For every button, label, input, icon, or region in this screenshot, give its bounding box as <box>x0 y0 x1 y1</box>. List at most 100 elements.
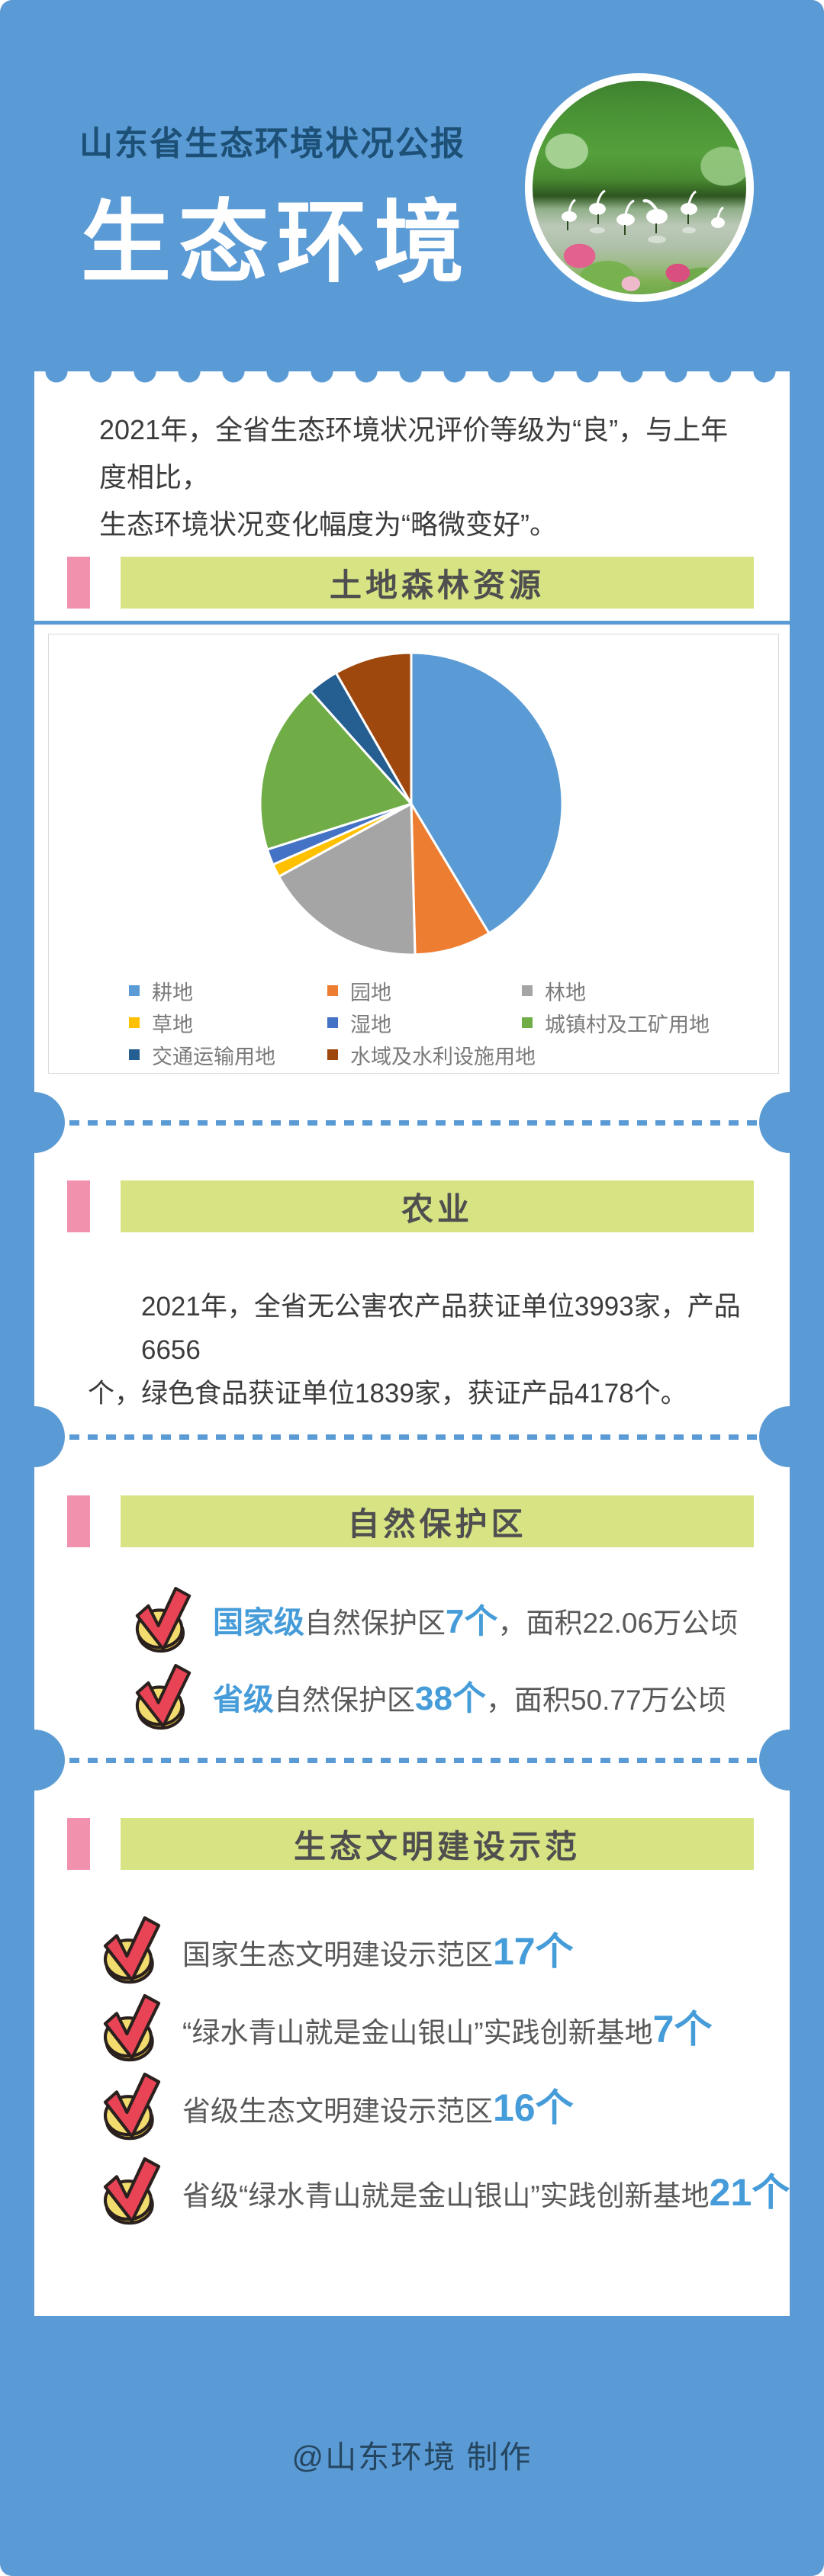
egret-birds-illustration <box>562 189 725 243</box>
section-header-agriculture: 农业 <box>34 1180 790 1232</box>
legend-item: 林地 <box>522 976 771 1005</box>
legend-swatch <box>129 1049 140 1060</box>
section-banner: 自然保护区 <box>121 1495 754 1547</box>
section-title-eco: 生态文明建设示范 <box>293 1829 581 1865</box>
legend-item: 水域及水利设施用地 <box>327 1040 536 1069</box>
eco-demo-text: 省级“绿水青山就是金山银山”实践创新基地 21个 <box>182 2162 790 2217</box>
area-label: ，面积22.06万公顷 <box>497 1608 739 1639</box>
accent-bar <box>67 557 90 609</box>
section-title-nature: 自然保护区 <box>347 1507 527 1543</box>
intro-paragraph: 2021年，全省生态环境状况评价等级为“良”，与上年度相比， 生态环境状况变化幅… <box>99 406 740 548</box>
agriculture-paragraph: 2021年，全省无公害农产品获证单位3993家，产品6656 个，绿色食品获证单… <box>88 1285 759 1415</box>
count-value: 21个 <box>709 2171 790 2214</box>
pie-slice-水域及水利设施用地 <box>334 651 413 805</box>
level-label: 省级 <box>213 1683 274 1717</box>
pie-legend: 耕地 园地 林地 草地 湿地 城镇村及工矿用地 交通运输用地 水域及水利设施用地 <box>129 976 771 1069</box>
check-icon <box>103 2157 161 2225</box>
nature-reserve-item: 国家级 自然保护区 7个 ，面积22.06万公顷 <box>134 1580 738 1656</box>
count-value: 7个 <box>446 1603 498 1640</box>
mid-label: 自然保护区 <box>304 1608 446 1639</box>
legend-item: 城镇村及工矿用地 <box>522 1008 771 1037</box>
legend-label: 耕地 <box>152 981 193 1004</box>
count-value: 7个 <box>652 2008 713 2051</box>
pie-slice-耕地 <box>410 651 564 935</box>
legend-swatch <box>327 1017 338 1028</box>
eco-demo-item: 省级生态文明建设示范区 16个 <box>101 2067 574 2143</box>
legend-swatch <box>129 1017 140 1028</box>
level-label: 国家级 <box>213 1606 304 1640</box>
legend-swatch <box>327 1049 338 1060</box>
section-title-land: 土地森林资源 <box>329 568 545 604</box>
check-icon <box>135 1663 192 1730</box>
check-icon <box>135 1586 192 1653</box>
demo-label: 国家生态文明建设示范区 <box>182 1939 493 1971</box>
perforation-circle-left <box>4 1406 65 1467</box>
legend-swatch <box>327 985 338 996</box>
legend-swatch <box>129 985 140 996</box>
legend-label: 草地 <box>152 1013 193 1036</box>
legend-swatch <box>522 1017 533 1028</box>
land-use-pie-svg <box>259 651 564 956</box>
legend-label: 水域及水利设施用地 <box>350 1045 536 1068</box>
chart-box: 耕地 园地 林地 草地 湿地 城镇村及工矿用地 交通运输用地 水域及水利设施用地 <box>48 634 779 1074</box>
eco-demo-item: 省级“绿水青山就是金山银山”实践创新基地 21个 <box>101 2151 790 2228</box>
header-photo <box>525 73 754 302</box>
accent-bar <box>67 1818 90 1870</box>
eco-demo-text: 国家生态文明建设示范区 17个 <box>182 1921 574 1976</box>
eco-demo-item: 国家生态文明建设示范区 17个 <box>101 1910 574 1987</box>
intro-line: 2021年，全省生态环境状况评价等级为“良”，与上年度相比， <box>99 414 729 493</box>
pie-slice-园地 <box>410 802 491 956</box>
section-header-land: 土地森林资源 <box>34 557 790 609</box>
count-value: 16个 <box>493 2086 574 2129</box>
page-title: 生态环境 <box>81 193 472 294</box>
section-title-agriculture: 农业 <box>401 1192 473 1228</box>
separator <box>4 1092 820 1153</box>
legend-item: 耕地 <box>129 976 327 1005</box>
eco-demo-text: 省级生态文明建设示范区 16个 <box>182 2077 574 2132</box>
nature-reserve-item: 省级 自然保护区 38个 ，面积50.77万公顷 <box>134 1657 726 1733</box>
section-header-nature: 自然保护区 <box>34 1495 790 1547</box>
section-banner: 农业 <box>121 1180 754 1232</box>
legend-item: 湿地 <box>327 1008 522 1037</box>
section-header-eco: 生态文明建设示范 <box>34 1818 790 1870</box>
accent-bar <box>67 1495 90 1547</box>
legend-item: 园地 <box>327 976 522 1005</box>
accent-bar <box>67 1180 90 1232</box>
separator <box>4 1406 820 1467</box>
count-value: 38个 <box>415 1680 486 1717</box>
demo-label: 省级“绿水青山就是金山银山”实践创新基地 <box>182 2180 710 2211</box>
perforation-circle-right <box>759 1406 820 1467</box>
section-banner: 土地森林资源 <box>121 557 754 609</box>
demo-label: 省级生态文明建设示范区 <box>182 2096 493 2127</box>
dashed-line <box>69 1758 768 1763</box>
agriculture-line: 2021年，全省无公害农产品获证单位3993家，产品6656 <box>141 1292 741 1365</box>
blue-rule <box>31 621 793 625</box>
section-banner: 生态文明建设示范 <box>121 1818 754 1870</box>
check-icon <box>103 1916 161 1984</box>
mid-label: 自然保护区 <box>274 1685 415 1716</box>
legend-swatch <box>522 985 533 996</box>
nature-reserve-text: 省级 自然保护区 38个 ，面积50.77万公顷 <box>213 1671 726 1720</box>
legend-label: 城镇村及工矿用地 <box>545 1013 710 1036</box>
content-card: 2021年，全省生态环境状况评价等级为“良”，与上年度相比， 生态环境状况变化幅… <box>4 371 820 2316</box>
intro-line: 生态环境状况变化幅度为“略微变好”。 <box>99 509 557 540</box>
count-value: 17个 <box>493 1930 574 1973</box>
check-icon <box>103 2072 161 2141</box>
separator <box>4 1730 820 1791</box>
demo-label: “绿水青山就是金山银山”实践创新基地 <box>182 2017 653 2048</box>
perforation-circle-left <box>4 1730 65 1791</box>
pie-slice-林地 <box>278 802 417 956</box>
legend-label: 湿地 <box>350 1013 391 1036</box>
eco-demo-item: “绿水青山就是金山银山”实践创新基地 7个 <box>101 1988 712 2064</box>
area-label: ，面积50.77万公顷 <box>485 1685 726 1716</box>
perforation-circle-left <box>4 1092 65 1153</box>
pie-slice-城镇村及工矿用地 <box>259 689 413 851</box>
perforation-circle-right <box>759 1092 820 1153</box>
agriculture-line: 个，绿色食品获证单位1839家，获证产品4178个。 <box>88 1379 687 1408</box>
nature-reserve-text: 国家级 自然保护区 7个 ，面积22.06万公顷 <box>213 1594 738 1643</box>
wetland-photo <box>533 81 746 294</box>
legend-label: 园地 <box>350 981 391 1004</box>
check-icon <box>103 1993 161 2062</box>
dashed-line <box>69 1120 768 1126</box>
